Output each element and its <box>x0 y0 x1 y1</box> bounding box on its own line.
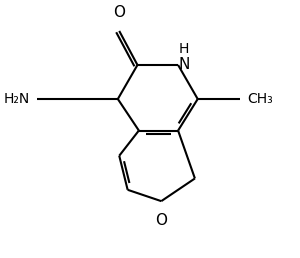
Text: CH₃: CH₃ <box>247 92 272 106</box>
Text: H: H <box>179 42 189 55</box>
Text: N: N <box>179 57 190 72</box>
Text: O: O <box>155 213 167 228</box>
Text: H₂N: H₂N <box>3 92 29 106</box>
Text: O: O <box>113 5 125 20</box>
